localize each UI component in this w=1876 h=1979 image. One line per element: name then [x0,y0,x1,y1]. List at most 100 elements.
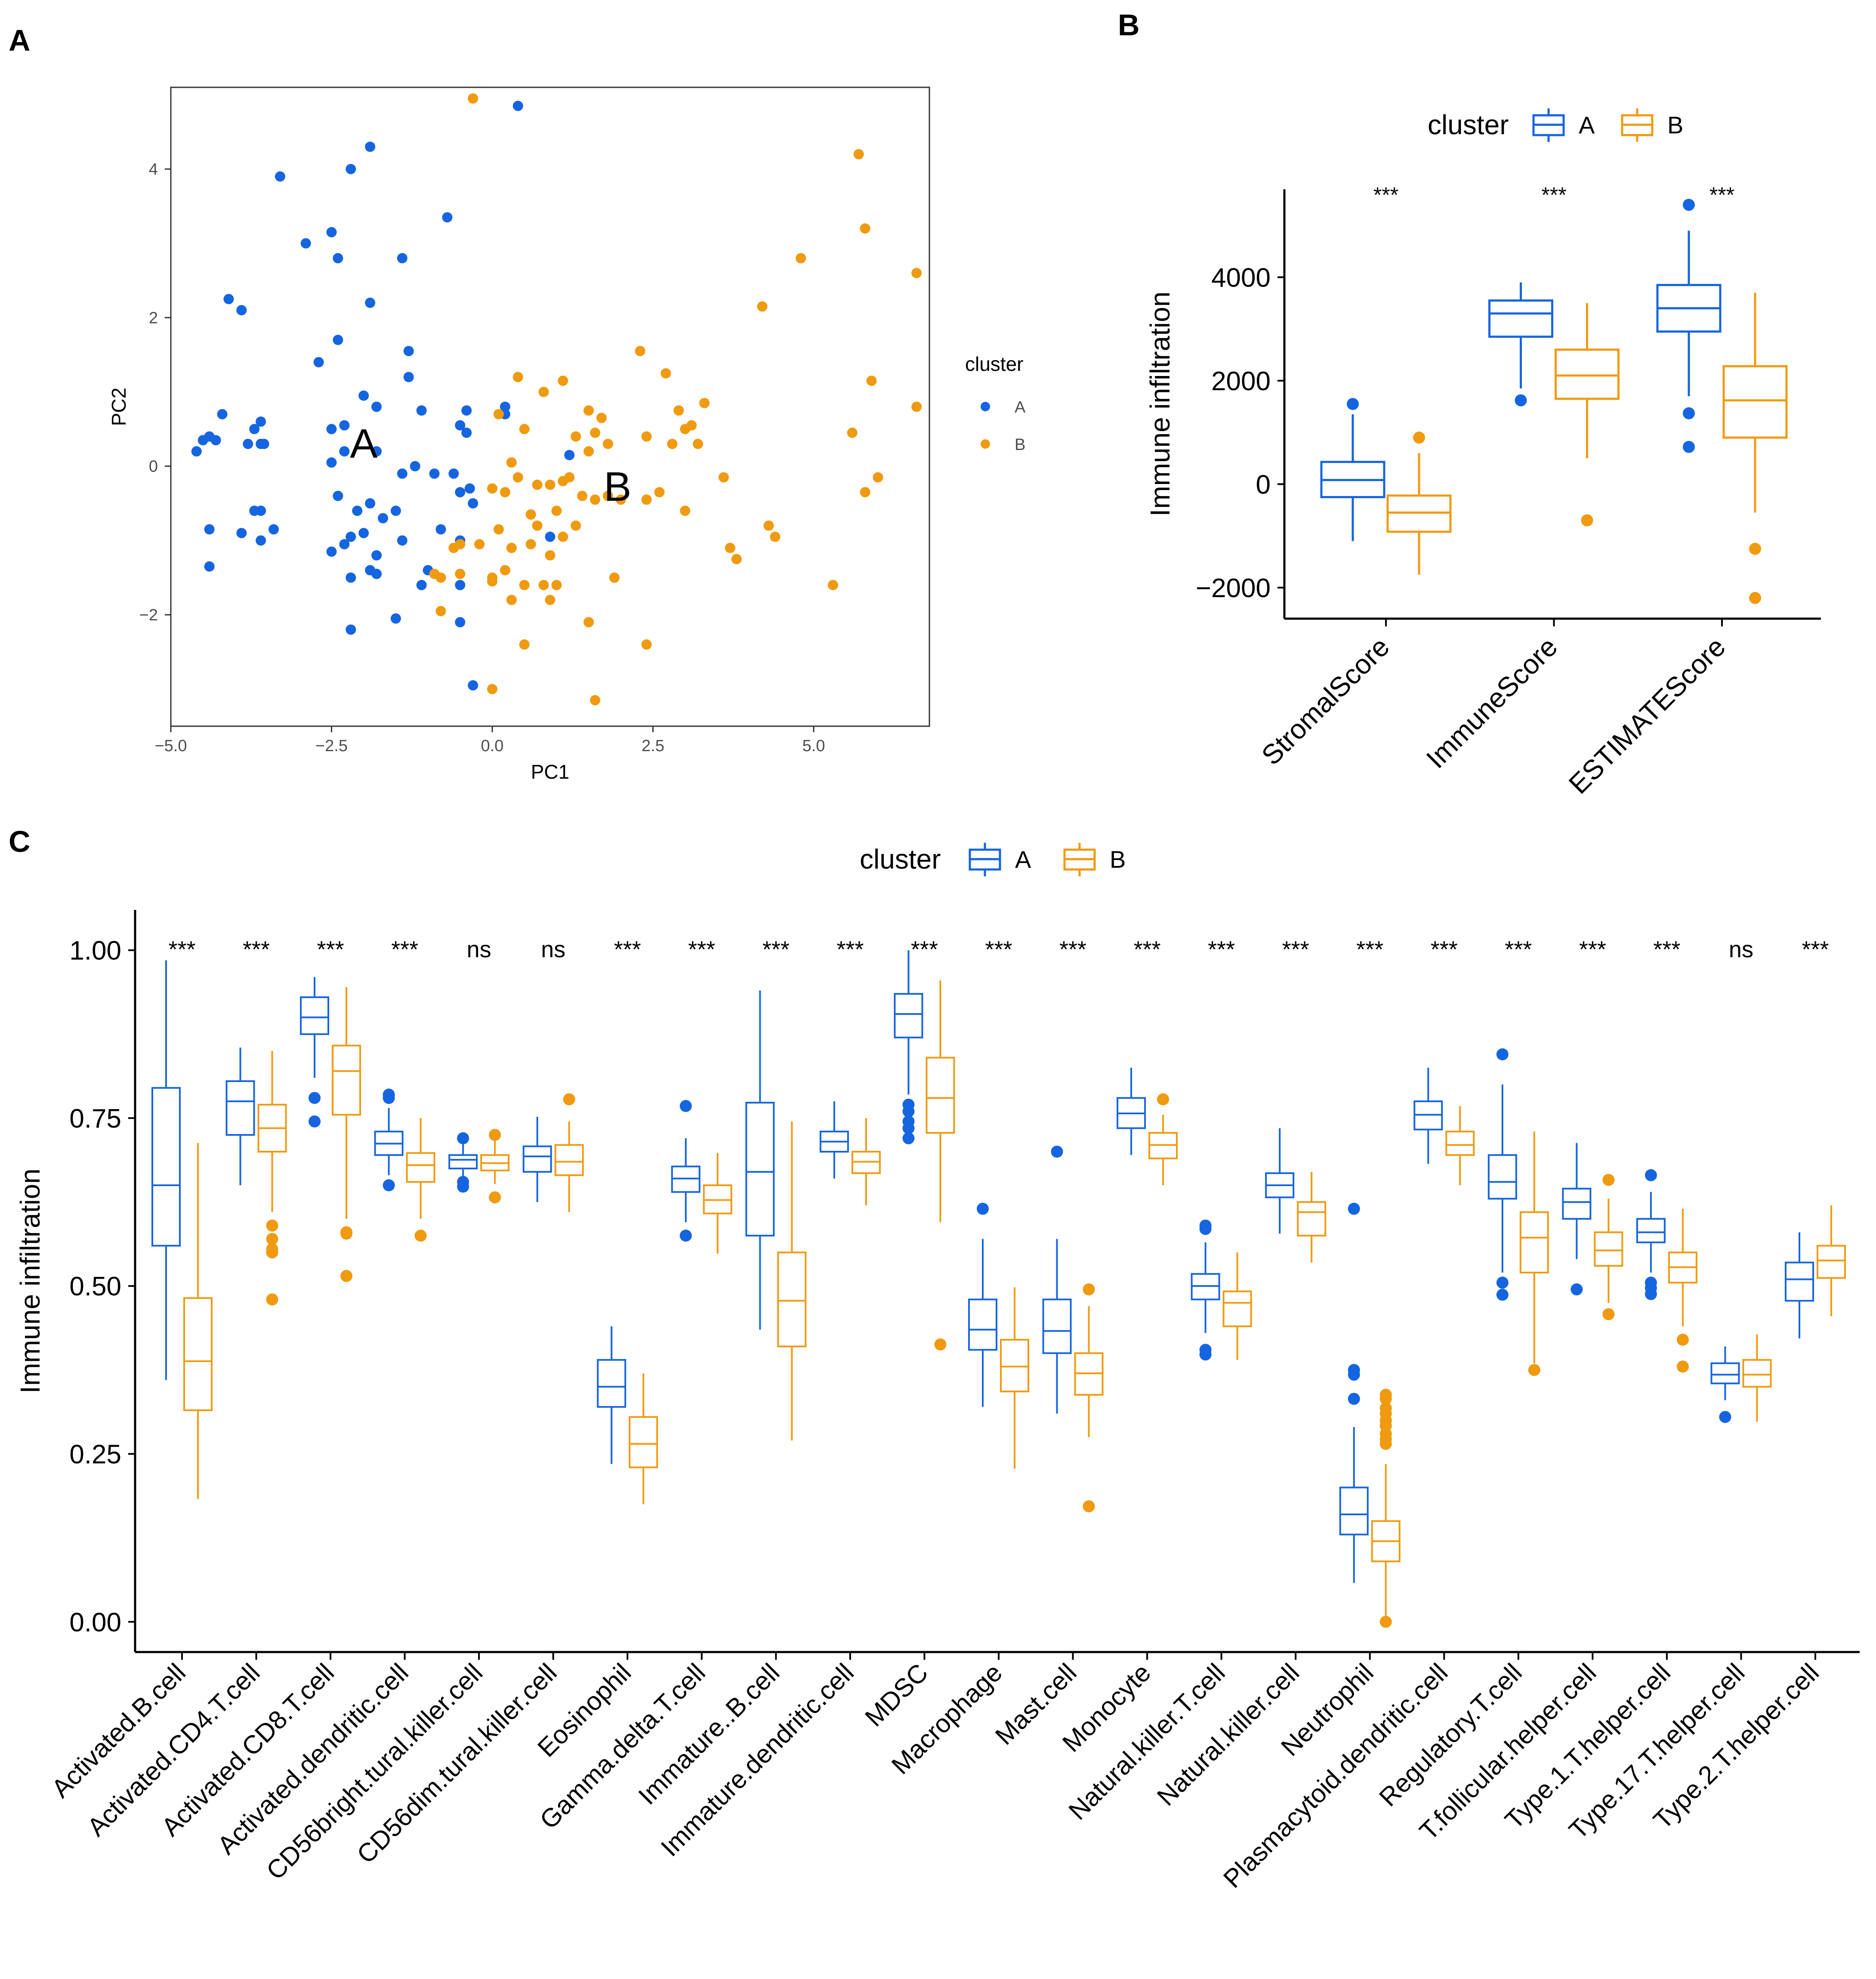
box-a [448,1154,478,1170]
scatter-point-b [590,494,601,505]
scatter-point-b [577,490,588,501]
y-axis-title: Immune infiltration [1145,292,1176,517]
scatter-point-b [583,405,594,416]
scatter-point-b [545,595,555,605]
significance-label: *** [1059,937,1086,962]
outlier-point [1719,1411,1731,1423]
panel-label-c: C [9,825,31,858]
centroid-label: A [350,421,377,467]
scatter-point-a [217,409,228,419]
legend-title: cluster [860,844,941,875]
scatter-point-a [564,450,575,460]
outlier-point [1051,1145,1063,1158]
scatter-point-b [827,580,838,590]
scatter-point-a [365,297,376,308]
box-b [1817,1245,1846,1279]
scatter-point-b [506,595,517,605]
scatter-point-a [300,238,311,249]
category-label: MDSC [859,1658,933,1732]
scatter-point-b [519,580,530,590]
scatter-point-b [493,524,504,535]
scatter-point-a [326,457,337,468]
outlier-point [902,1132,915,1144]
significance-label: *** [243,937,270,962]
box-b [1742,1359,1772,1388]
y-tick-label: −2000 [1196,573,1271,603]
outlier-point [1083,1283,1095,1296]
category-label: ESTIMATEScore [1563,631,1731,800]
box-b [183,1297,213,1412]
outlier-point [309,1115,321,1128]
scatter-point-a [358,528,369,539]
significance-label: *** [1653,937,1680,962]
scatter-point-b [538,386,549,397]
scatter-point-a [455,617,466,628]
scatter-point-b [718,472,729,483]
scatter-point-a [352,506,363,516]
scatter-point-a [397,253,407,264]
significance-label: *** [614,937,641,962]
significance-label: ns [1729,937,1753,962]
category-label: Activated.B.cell [46,1658,191,1803]
outlier-point [1602,1308,1615,1320]
scatter-point-b [693,438,704,449]
y-tick-label: 0.00 [69,1608,121,1637]
outlier-point [489,1191,501,1204]
box-b [1445,1131,1475,1156]
outlier-point [340,1227,353,1240]
scatter-point-a [468,680,478,691]
scatter-point-a [390,506,401,516]
scatter-point-b [680,506,691,516]
category-label: StromalScore [1256,631,1395,771]
outlier-point [1348,1202,1360,1215]
box-b [1297,1201,1327,1237]
scatter-point-a [545,531,555,542]
scatter-point-a [333,490,343,501]
scatter-point-a [464,483,475,494]
scatter-point-a [461,427,472,438]
x-tick-label: −5.0 [154,737,187,755]
outlier-point [1157,1093,1169,1106]
significance-label: *** [688,937,715,962]
scatter-point-b [635,345,645,356]
legend-key-b [981,439,990,449]
scatter-point-a [275,171,285,182]
box-a [1636,1218,1666,1243]
scatter-point-b [763,520,774,531]
significance-label: *** [1356,937,1383,962]
scatter-point-b [602,438,613,449]
scatter-point-a [204,524,215,535]
y-tick-label: 0.25 [69,1440,121,1469]
y-tick-label: 0.50 [69,1272,121,1301]
scatter-point-b [680,424,691,435]
scatter-point-b [667,438,678,449]
scatter-point-b [660,368,671,379]
scatter-point-a [512,101,523,111]
scatter-point-a [243,438,253,449]
scatter-point-a [416,580,427,590]
scatter-point-b [731,554,742,564]
scatter-point-a [236,528,247,539]
x-tick-label: 2.5 [642,737,664,755]
significance-label: *** [985,937,1012,962]
outlier-point [1602,1174,1615,1186]
scatter-point-b [641,494,652,505]
outlier-point [1496,1276,1509,1289]
scatter-point-a [223,294,234,305]
scatter-point-b [558,531,568,542]
outlier-point [266,1293,278,1306]
x-axis-title: PC1 [531,761,569,783]
x-tick-label: 0.0 [481,737,504,755]
outlier-point [679,1230,692,1242]
scatter-point-a [346,163,356,174]
scatter-point-a [435,524,446,535]
scatter-point-a [333,253,343,264]
scatter-point-b [551,506,562,516]
significance-label: ns [467,937,491,962]
scatter-point-b [564,472,575,483]
outlier-point [266,1233,278,1245]
box-a [1487,1154,1517,1200]
scatter-point-b [512,472,523,483]
outlier-point [1683,199,1695,211]
